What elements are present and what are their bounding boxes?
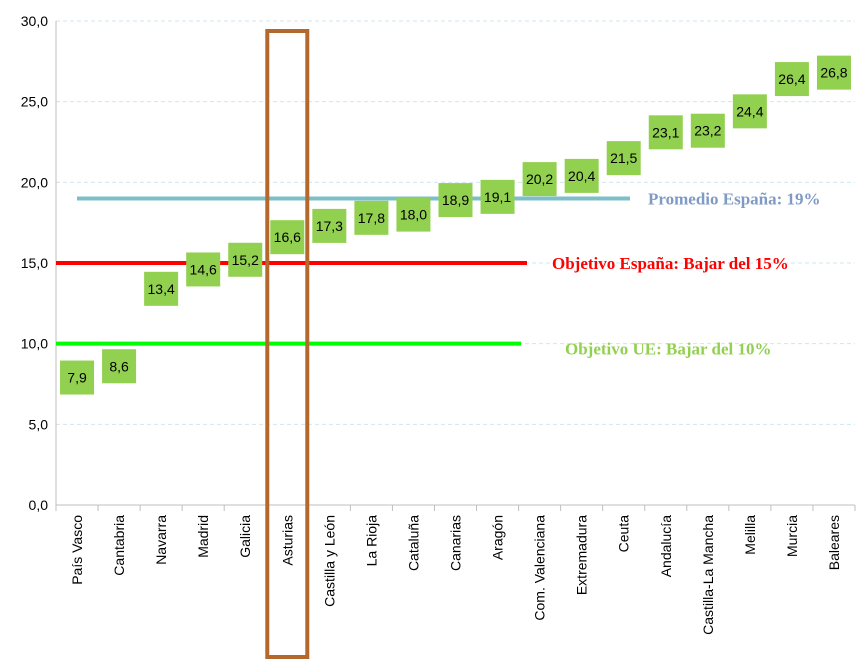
y-tick-label: 20,0 — [21, 174, 48, 190]
x-tick-label: Ceuta — [616, 515, 632, 553]
data-marker — [522, 162, 557, 197]
x-tick-label: Canarias — [448, 515, 464, 571]
y-tick-label: 5,0 — [29, 416, 49, 432]
data-label: 13,4 — [148, 281, 175, 297]
data-label: 21,5 — [610, 150, 637, 166]
data-marker — [312, 208, 347, 243]
data-marker — [186, 252, 221, 287]
x-tick-label: Castilla-La Mancha — [700, 515, 716, 635]
x-tick-label: Com. Valenciana — [532, 515, 548, 621]
data-marker — [102, 349, 137, 384]
x-tick-label: Madrid — [195, 515, 211, 558]
data-marker — [438, 183, 473, 218]
data-marker — [732, 94, 767, 129]
data-marker — [480, 179, 515, 214]
data-label: 20,4 — [568, 168, 595, 184]
gridlines — [56, 20, 855, 425]
data-marker — [816, 55, 851, 90]
data-label: 24,4 — [736, 103, 763, 119]
reference-lines: Promedio España: 19% Objetivo España: Baj… — [56, 189, 821, 359]
category-labels: País Vasco Cantabria Navarra Madrid Galicia A… — [69, 515, 842, 635]
data-marker — [774, 62, 809, 97]
data-label: 16,6 — [274, 229, 301, 245]
highlight-box — [265, 29, 310, 659]
data-marker — [270, 220, 305, 255]
reference-line-label: Objetivo UE: Bajar del 10% — [565, 340, 772, 359]
reference-line-label: Promedio España: 19% — [648, 189, 821, 208]
data-label: 26,8 — [820, 65, 847, 81]
data-marker — [690, 113, 725, 148]
y-tick-label: 10,0 — [21, 336, 48, 352]
x-tick-label: Extremadura — [574, 515, 590, 595]
data-marker — [396, 197, 431, 232]
x-tick-label: Murcia — [784, 515, 800, 557]
data-label: 8,6 — [109, 358, 129, 374]
data-label: 17,3 — [316, 218, 343, 234]
data-marker — [354, 200, 389, 235]
x-tick-label: Asturias — [279, 515, 295, 566]
data-label: 26,4 — [778, 71, 805, 87]
x-tick-label: País Vasco — [69, 515, 85, 585]
data-marker — [60, 360, 95, 395]
x-tick-label: Baleares — [826, 515, 842, 570]
data-label: 18,0 — [400, 207, 427, 223]
y-tick-label: 15,0 — [21, 255, 48, 271]
y-tick-label: 30,0 — [21, 13, 48, 29]
data-label: 23,2 — [694, 123, 721, 139]
data-marker — [648, 115, 683, 150]
data-label: 23,1 — [652, 124, 679, 140]
x-tick-label: La Rioja — [363, 515, 379, 567]
data-label: 19,1 — [484, 189, 511, 205]
x-tick-label: Navarra — [153, 515, 169, 565]
x-tick-label: Galicia — [237, 515, 253, 558]
x-tick-label: Cantabria — [111, 515, 127, 576]
data-label: 17,8 — [358, 210, 385, 226]
data-marker — [228, 242, 263, 277]
data-markers: 7,9 8,6 13,4 14,6 15,2 16,6 17,3 17,8 18,0 18,9 19… — [60, 55, 851, 395]
data-marker — [144, 271, 179, 306]
reference-line-label: Objetivo España: Bajar del 15% — [552, 254, 789, 273]
x-tick-label: Melilla — [742, 515, 758, 555]
x-tick-label: Andalucía — [658, 515, 674, 577]
data-marker — [564, 158, 599, 193]
x-tick-label: Cataluña — [405, 515, 421, 571]
y-tick-label: 25,0 — [21, 94, 48, 110]
y-tick-label: 0,0 — [29, 497, 49, 513]
highlight — [265, 29, 310, 659]
data-label: 20,2 — [526, 171, 553, 187]
data-label: 14,6 — [190, 261, 217, 277]
x-tick-label: Castilla y León — [321, 515, 337, 607]
data-label: 15,2 — [232, 252, 259, 268]
data-label: 18,9 — [442, 192, 469, 208]
data-label: 7,9 — [67, 370, 87, 386]
data-marker — [606, 141, 641, 176]
x-tick-label: Aragón — [490, 515, 506, 560]
